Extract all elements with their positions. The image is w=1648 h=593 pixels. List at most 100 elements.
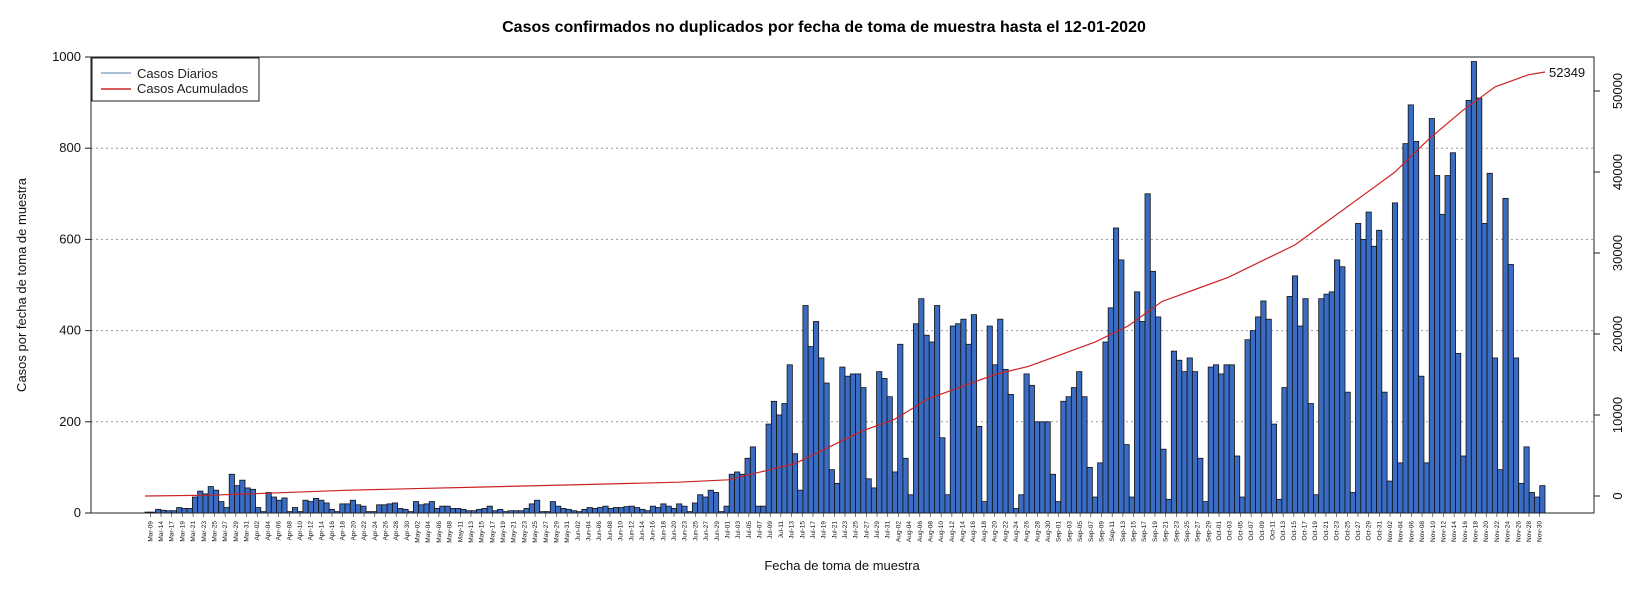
x-tick-label: Jul-05 (746, 521, 753, 539)
x-tick-label: Jul-03 (735, 521, 742, 539)
bar (1444, 175, 1451, 514)
x-tick-label: Oct-25 (1344, 521, 1351, 541)
bar (828, 469, 835, 514)
bar (1102, 341, 1109, 514)
bar (1228, 364, 1235, 514)
bar (918, 298, 925, 514)
bar (1334, 259, 1341, 514)
bar (1123, 444, 1130, 514)
x-tick-label: Jul-25 (853, 521, 860, 539)
x-tick-label: Aug-18 (981, 521, 988, 542)
bar (1476, 97, 1483, 514)
bar (1002, 368, 1009, 514)
bar (1528, 492, 1535, 514)
x-tick-label: Nov-08 (1419, 521, 1426, 542)
bar (1302, 298, 1309, 514)
bar (255, 507, 262, 514)
x-tick-label: Apr-18 (340, 521, 347, 541)
bar (428, 501, 435, 514)
legend-label-cumulative: Casos Acumulados (137, 81, 249, 96)
bar (239, 479, 246, 514)
bar (1118, 259, 1125, 514)
bar (176, 507, 183, 514)
bar (1244, 339, 1251, 514)
bar (681, 505, 688, 514)
bar (976, 425, 983, 514)
bar (1460, 455, 1467, 514)
bar (1070, 387, 1077, 514)
x-tick-label: Apr-22 (361, 521, 368, 541)
bar (1223, 364, 1230, 514)
bar (660, 503, 667, 514)
bar (391, 502, 399, 514)
x-tick-label: Apr-12 (308, 521, 315, 541)
bar (781, 403, 788, 514)
bar (728, 473, 735, 514)
bar (213, 489, 220, 514)
x-tick-label: Aug-30 (1045, 521, 1052, 542)
x-tick-label: Jun-14 (639, 521, 646, 541)
bar (1286, 295, 1293, 514)
bar (776, 414, 783, 514)
daily-cases-bars (144, 61, 1546, 514)
bar (1386, 480, 1393, 514)
bar (1486, 172, 1493, 514)
x-tick-label: Sep-17 (1141, 521, 1148, 542)
bar (1249, 330, 1256, 514)
bar (897, 343, 904, 514)
bar (1534, 496, 1541, 514)
bar (886, 396, 893, 514)
bar (1176, 359, 1183, 514)
bar (1523, 446, 1530, 514)
x-tick-label: May-25 (532, 521, 539, 543)
cumulative-line-path (144, 71, 1546, 497)
bar (344, 503, 351, 514)
bar (318, 499, 325, 514)
bar (1360, 238, 1367, 514)
bar (1155, 316, 1162, 514)
bar (755, 505, 762, 514)
bar (381, 504, 388, 514)
y2-tick-label: 30000 (1610, 235, 1625, 271)
bar (586, 507, 593, 514)
x-tick-label: Jun-16 (650, 521, 657, 541)
bar (1465, 99, 1472, 514)
x-tick-label: Oct-15 (1291, 521, 1298, 541)
x-tick-label: Mar-21 (190, 521, 197, 542)
bar (1391, 202, 1399, 514)
bar (1434, 175, 1441, 514)
x-tick-label: May-27 (543, 521, 550, 543)
bar (697, 494, 704, 514)
x-tick-label: Nov-04 (1398, 521, 1405, 542)
x-tick-label: Sep-07 (1088, 521, 1095, 542)
bar (1049, 473, 1056, 514)
bar (628, 505, 635, 514)
bar (913, 323, 920, 514)
x-tick-label: Sep-03 (1066, 521, 1073, 542)
bar (339, 503, 346, 514)
bar (928, 341, 935, 514)
bar (1376, 229, 1383, 514)
bar (607, 508, 614, 514)
bar (597, 507, 604, 514)
x-tick-label: Nov-12 (1440, 521, 1447, 542)
x-tick-label: Oct-07 (1248, 521, 1255, 541)
bar (1407, 104, 1414, 514)
legend-label-daily: Casos Diarios (137, 66, 218, 81)
x-tick-label: Oct-27 (1355, 521, 1362, 541)
bar (870, 487, 877, 514)
bar (1197, 457, 1204, 514)
x-tick-label: Mar-27 (222, 521, 229, 542)
x-tick-label: Nov-10 (1430, 521, 1437, 542)
y-tick-label: 400 (59, 323, 81, 338)
x-tick-label: Jul-27 (863, 521, 870, 539)
bar (986, 325, 993, 514)
bar (181, 508, 188, 514)
bar (1191, 371, 1199, 514)
x-tick-label: Aug-22 (1002, 521, 1009, 542)
bar (713, 492, 720, 514)
bar (1481, 223, 1488, 514)
bar (591, 508, 599, 514)
x-tick-label: Jul-17 (810, 521, 817, 539)
x-tick-label: Jul-11 (778, 521, 785, 539)
